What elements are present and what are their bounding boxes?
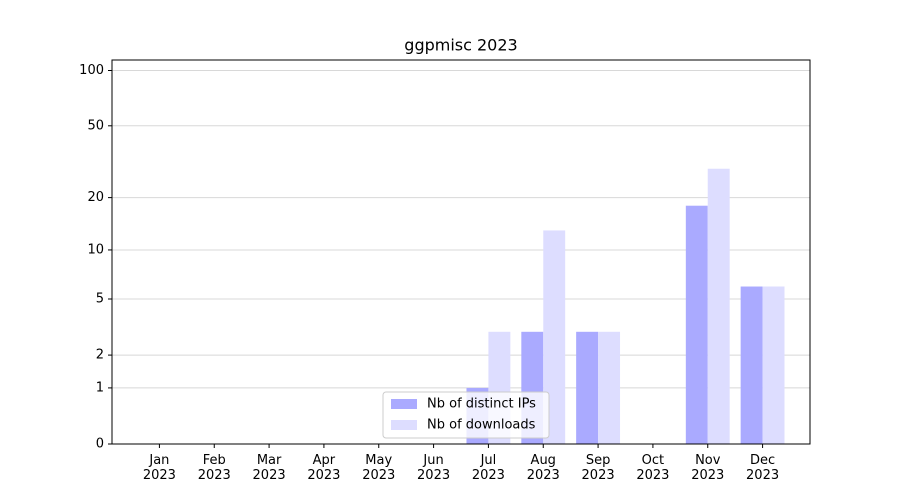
x-tick-label: Oct 2023 bbox=[636, 453, 670, 483]
legend-label: Nb of distinct IPs bbox=[427, 397, 536, 412]
chart-title: ggpmisc 2023 bbox=[404, 36, 517, 55]
x-tick-label: Jan 2023 bbox=[142, 453, 176, 483]
bar bbox=[707, 168, 730, 444]
x-tick-label: Jul 2023 bbox=[471, 453, 505, 483]
x-tick-label: Nov 2023 bbox=[691, 453, 725, 483]
y-tick-label: 2 bbox=[96, 348, 104, 363]
legend-label: Nb of downloads bbox=[427, 418, 536, 433]
x-tick-label: Mar 2023 bbox=[252, 453, 286, 483]
bar bbox=[762, 286, 785, 444]
bar bbox=[740, 286, 763, 444]
bar bbox=[543, 230, 566, 444]
grid bbox=[112, 70, 810, 445]
y-tick-label: 1 bbox=[96, 380, 104, 395]
y-tick-label: 20 bbox=[87, 190, 104, 205]
x-tick-label: May 2023 bbox=[362, 453, 396, 483]
legend-box bbox=[382, 391, 550, 439]
bar bbox=[598, 331, 621, 444]
legend-swatch bbox=[391, 399, 417, 409]
x-tick-label: Feb 2023 bbox=[197, 453, 231, 483]
y-tick-label: 0 bbox=[96, 437, 104, 452]
legend-swatch bbox=[391, 420, 417, 430]
x-tick-label: Aug 2023 bbox=[526, 453, 560, 483]
y-tick-label: 10 bbox=[87, 242, 104, 257]
x-tick-label: Dec 2023 bbox=[746, 453, 780, 483]
y-tick-label: 100 bbox=[79, 63, 104, 78]
x-tick-label: Apr 2023 bbox=[307, 453, 341, 483]
legend: Nb of distinct IPs Nb of downloads bbox=[382, 391, 550, 439]
y-tick-label: 5 bbox=[96, 291, 104, 306]
x-tick-label: Jun 2023 bbox=[417, 453, 451, 483]
bar bbox=[685, 205, 708, 444]
x-tick-label: Sep 2023 bbox=[581, 453, 615, 483]
bar bbox=[576, 331, 599, 444]
plot-frame bbox=[111, 59, 811, 445]
y-tick-label: 50 bbox=[87, 118, 104, 133]
